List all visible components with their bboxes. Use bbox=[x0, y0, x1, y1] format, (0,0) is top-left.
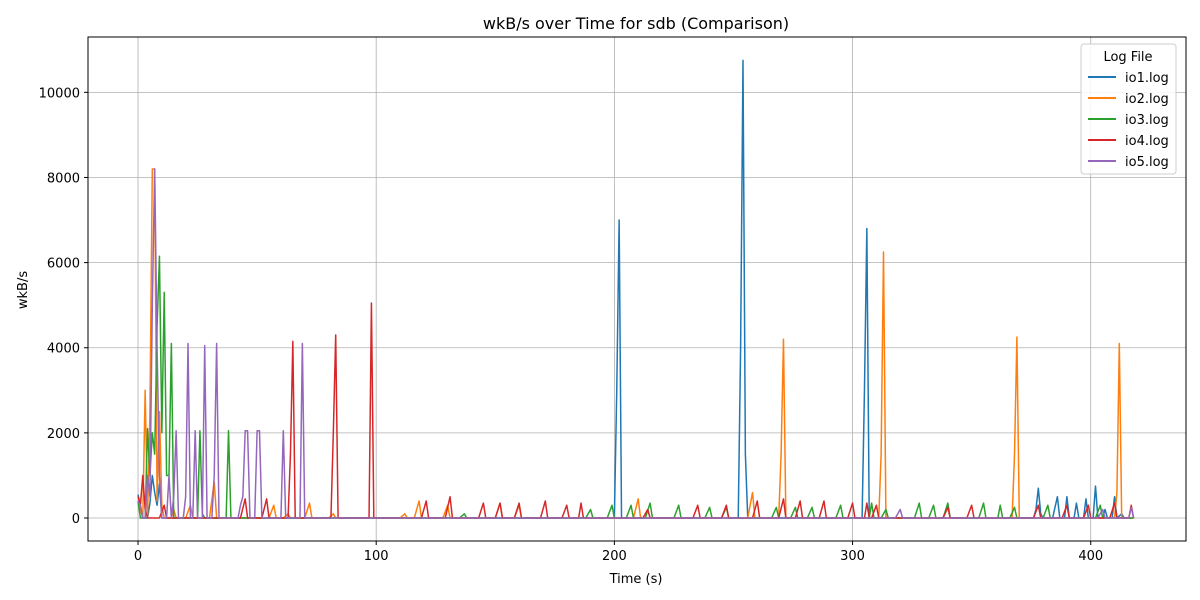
series-line-io4 bbox=[137, 302, 1135, 519]
legend-label: io4.log bbox=[1125, 134, 1169, 149]
x-axis-ticks: 0 100 200 300 400 bbox=[134, 541, 1103, 564]
series-line-io3 bbox=[137, 255, 1134, 519]
x-tick-label: 200 bbox=[602, 549, 627, 564]
y-tick-label: 2000 bbox=[47, 427, 80, 442]
legend-label: io3.log bbox=[1125, 113, 1169, 128]
y-tick-label: 0 bbox=[72, 512, 80, 527]
chart-title: wkB/s over Time for sdb (Comparison) bbox=[483, 14, 789, 33]
legend: Log File io1.log io2.log io3.log io4.log io5… bbox=[1080, 43, 1177, 175]
series-line-io1 bbox=[137, 59, 1134, 519]
series-line-io2 bbox=[137, 168, 1134, 519]
x-tick-label: 300 bbox=[840, 549, 865, 564]
legend-label: io5.log bbox=[1125, 155, 1169, 170]
plot-frame bbox=[87, 36, 1187, 542]
legend-title: Log File bbox=[1103, 50, 1152, 65]
series-line-io5 bbox=[137, 168, 1135, 519]
legend-label: io1.log bbox=[1125, 71, 1169, 86]
x-tick-label: 400 bbox=[1078, 549, 1103, 564]
x-tick-label: 100 bbox=[364, 549, 389, 564]
grid bbox=[88, 37, 1186, 541]
x-axis-label: Time (s) bbox=[609, 572, 663, 587]
x-tick-label: 0 bbox=[134, 549, 142, 564]
y-tick-label: 8000 bbox=[47, 171, 80, 186]
legend-label: io2.log bbox=[1125, 92, 1169, 107]
series-lines bbox=[137, 59, 1135, 519]
y-tick-label: 10000 bbox=[39, 86, 80, 101]
y-axis-label: wkB/s bbox=[16, 271, 31, 309]
y-tick-label: 6000 bbox=[47, 257, 80, 272]
y-axis-ticks: 0 2000 4000 6000 8000 10000 bbox=[39, 86, 88, 527]
y-tick-label: 4000 bbox=[47, 342, 80, 357]
